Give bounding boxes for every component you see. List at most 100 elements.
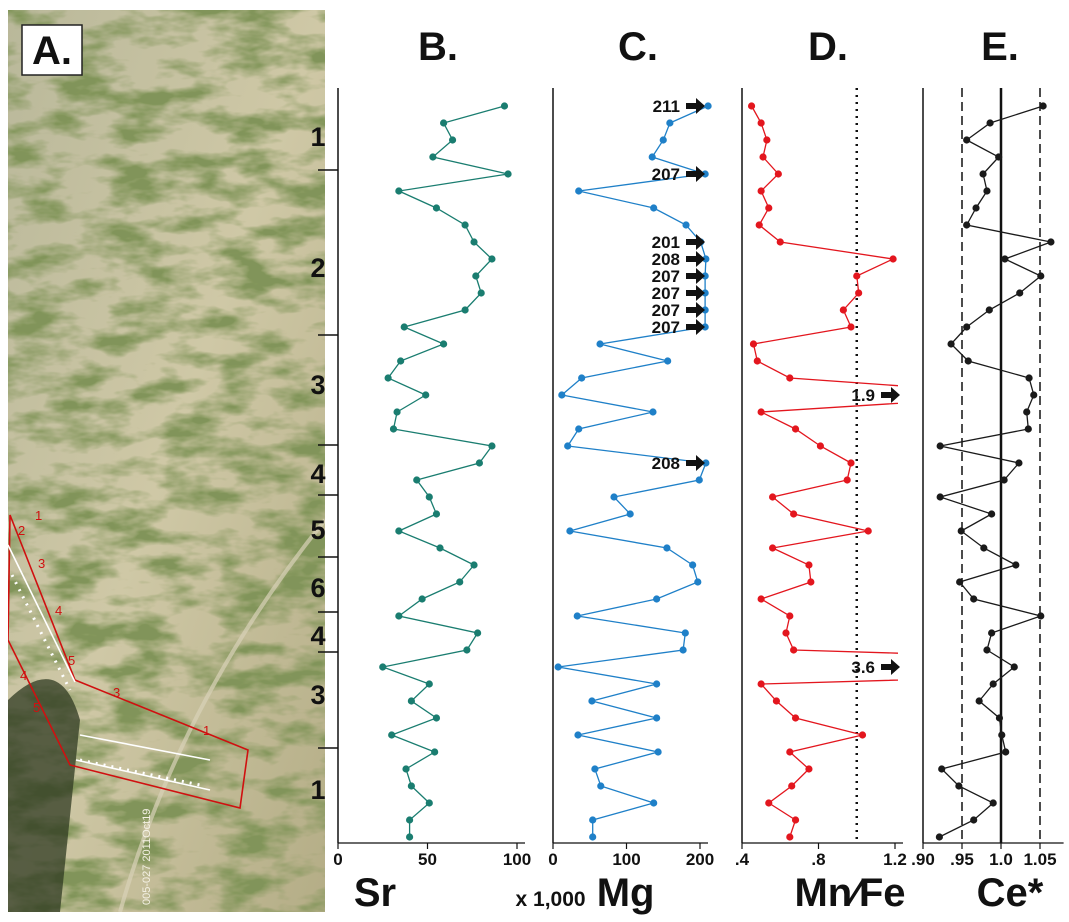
off-scale-label: 207 xyxy=(652,301,680,320)
data-point xyxy=(407,697,415,705)
data-point xyxy=(970,595,978,603)
data-point xyxy=(388,731,396,739)
x-tick-label: .90 xyxy=(911,850,935,869)
x-axis-label: Mn∕Fe xyxy=(794,871,905,915)
data-point xyxy=(456,578,464,586)
data-point xyxy=(855,289,863,297)
data-point xyxy=(395,612,403,620)
data-point xyxy=(1016,289,1024,297)
data-point xyxy=(591,765,599,773)
panel-title: E. xyxy=(981,25,1019,69)
profile-line xyxy=(751,105,898,838)
data-point xyxy=(995,714,1004,722)
data-point xyxy=(504,170,512,178)
data-point xyxy=(757,595,765,603)
site-number: 4 xyxy=(55,603,62,618)
off-scale-label: 207 xyxy=(652,318,680,337)
x-axis-title: Mn∕Fe xyxy=(794,871,905,915)
off-scale-label: 207 xyxy=(652,284,680,303)
off-scale-label: 1.9 xyxy=(851,386,875,405)
data-point xyxy=(431,748,439,756)
data-point xyxy=(429,153,437,161)
data-point xyxy=(790,646,798,654)
x-tick-label: 1.0 xyxy=(989,850,1013,869)
x-axis-note: x 1,000 xyxy=(516,888,586,911)
photo-label: A. xyxy=(32,29,72,73)
data-point xyxy=(397,357,405,365)
zone-label: 3 xyxy=(310,370,325,400)
data-point xyxy=(395,187,403,195)
off-scale-arrow xyxy=(881,387,900,403)
data-point xyxy=(440,119,448,127)
data-point xyxy=(589,816,597,824)
data-point xyxy=(769,493,777,501)
data-point xyxy=(765,799,773,807)
data-point xyxy=(432,714,441,722)
off-scale-arrow xyxy=(686,455,705,471)
off-scale-arrow xyxy=(686,166,705,182)
zone-label: 1 xyxy=(310,122,325,152)
x-tick-label: 1.2 xyxy=(883,850,907,869)
data-point xyxy=(791,714,800,722)
data-point xyxy=(791,425,800,433)
data-point xyxy=(1030,391,1038,399)
x-tick-label: .95 xyxy=(950,850,974,869)
data-point xyxy=(963,136,971,144)
data-point xyxy=(858,731,867,739)
data-point xyxy=(500,102,509,110)
data-point xyxy=(788,782,796,790)
data-point xyxy=(554,663,562,671)
data-point xyxy=(889,255,897,263)
data-point xyxy=(588,697,596,705)
data-point xyxy=(776,238,784,246)
x-axis-label: Sr xyxy=(354,871,396,915)
site-number: 3 xyxy=(38,556,45,571)
data-point xyxy=(574,731,582,739)
data-point xyxy=(695,476,703,484)
data-point xyxy=(470,561,478,569)
data-point xyxy=(807,578,815,586)
transect-line xyxy=(79,734,211,761)
data-point xyxy=(983,187,991,195)
data-point xyxy=(395,527,403,535)
data-point xyxy=(998,731,1006,739)
off-scale-label: 201 xyxy=(652,233,680,252)
data-point xyxy=(474,629,482,637)
data-point xyxy=(418,595,426,603)
data-point xyxy=(805,561,813,569)
data-point xyxy=(1012,561,1020,569)
data-point xyxy=(689,561,697,569)
x-tick-label: 0 xyxy=(333,850,342,869)
data-point xyxy=(694,578,702,586)
data-point xyxy=(772,697,781,705)
x-tick-label: 100 xyxy=(503,850,531,869)
data-point xyxy=(1023,408,1031,416)
data-point xyxy=(566,527,574,535)
data-point xyxy=(648,153,656,161)
x-axis-label: Ce* xyxy=(977,871,1044,915)
off-scale-arrow xyxy=(686,234,705,250)
off-scale-label: 207 xyxy=(652,165,680,184)
data-point xyxy=(1037,612,1045,620)
data-point xyxy=(682,221,690,229)
data-point xyxy=(666,119,674,127)
site-number: 5 xyxy=(68,653,75,668)
data-point xyxy=(575,425,583,433)
data-point xyxy=(475,459,484,467)
data-point xyxy=(488,442,496,450)
off-scale-arrow xyxy=(686,98,705,114)
data-point xyxy=(702,459,710,467)
data-point xyxy=(986,119,994,127)
data-point xyxy=(963,323,971,331)
site-number: 4 xyxy=(20,668,27,683)
data-point xyxy=(701,323,709,331)
data-point xyxy=(402,765,410,773)
data-point xyxy=(853,272,861,280)
data-point xyxy=(985,306,993,314)
track xyxy=(118,518,325,912)
data-point xyxy=(701,272,709,280)
data-point xyxy=(575,187,583,195)
data-point xyxy=(650,204,658,212)
zone-ticks xyxy=(318,169,338,749)
